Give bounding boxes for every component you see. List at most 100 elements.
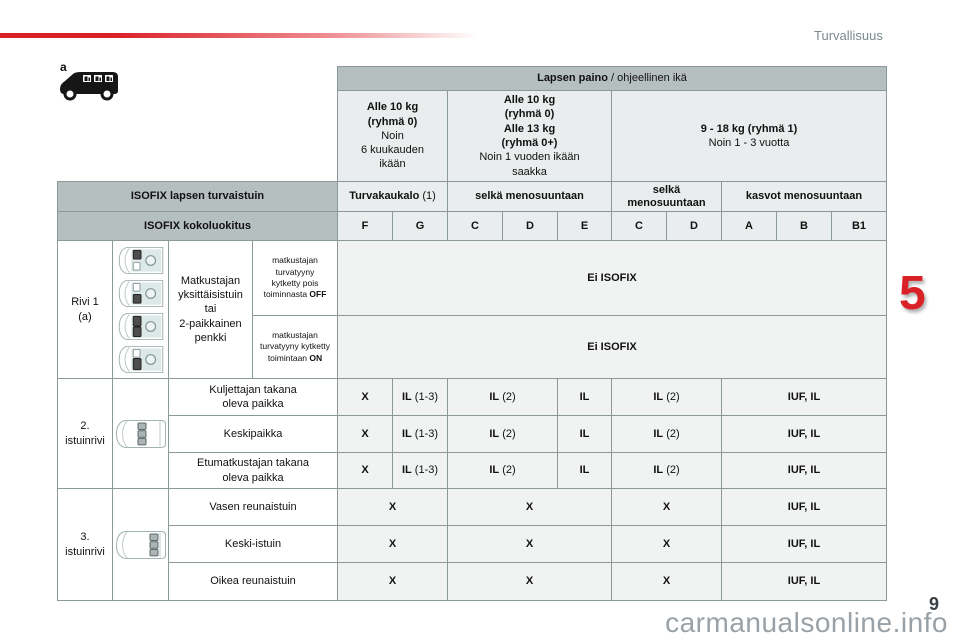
value-bold: X [388,575,397,588]
cab-config-icon-1 [118,246,163,274]
value-rest: (1-3) [411,390,439,403]
value: Turvakaukalo (1) [349,190,436,203]
row2-cell-r2c3: IL [557,452,612,489]
value: X [663,574,670,588]
weight-group-0: Alle 10 kg (ryhmä 0) Noin 6 kuukauden ikä… [337,90,448,182]
accent-rule [0,33,478,38]
watermark: carmanualsonline.info [665,607,948,638]
row2-cell-r1c1: IL (1-3) [392,415,448,453]
value: X [526,500,533,514]
weight-text: 9 - 18 kg (ryhmä 1) Noin 1 - 3 vuotta [701,122,798,151]
value-rest: (1-3) [411,427,439,440]
value-bold: X [388,500,397,513]
row2-cell-r2c0: X [337,452,393,489]
figure-label: a [60,60,67,74]
value: X [361,427,368,441]
value: IUF, IL [788,390,820,404]
row-header-isofix-seat: ISOFIX lapsen turvaistuin [57,181,338,212]
value-rest: Noin 6 kuukauden ikään [361,129,424,171]
value-rest: (2) [663,390,680,403]
value: X [526,537,533,551]
row3-cell-r1c0: X [337,525,448,563]
row3-cell-r1c3: IUF, IL [721,525,887,563]
value: IL (2) [653,390,679,404]
orientation-rear-facing-1: selkä menosuuntaan [447,181,612,212]
value: Lapsen paino / ohjeellinen ikä [537,71,687,85]
value-bold: ON [309,352,323,363]
row2-position-2: Etumatkustajan takana oleva paikka [168,452,338,489]
value-bold: X [361,464,369,477]
value: X [389,500,396,514]
row3-cell-r2c0: X [337,562,448,601]
value-rest: (2) [499,390,516,403]
row3-cell-r0c1: X [447,488,612,526]
value-bold: IL [489,390,500,403]
value-rest: (1) [419,190,436,203]
value-bold: X [662,537,671,550]
row3-cell-r0c3: IUF, IL [721,488,887,526]
row2-cell-r0c3: IL [557,378,612,416]
value: IUF, IL [788,574,820,588]
row2-cell-r1c4: IL (2) [611,415,722,453]
row2-cell-r1c3: IL [557,415,612,453]
value: IL (2) [653,427,679,441]
value-bold: IL [653,464,664,477]
size-class-B1: B1 [831,211,887,241]
value-bold: 9 - 18 kg (ryhmä 1) [700,122,798,135]
value-bold: X [388,537,397,550]
value: IL [580,390,590,404]
value-rest: Noin 1 vuoden ikään saakka [479,151,580,178]
orientation-rear-facing-2: selkä menosuuntaan [611,181,722,212]
value-bold: X [662,575,671,588]
value-rest: Noin 1 - 3 vuotta [708,137,790,149]
value-rest: matkustajan turvatyyny kytketty toiminta… [260,329,330,363]
value-bold: X [361,390,369,403]
row2-cell-r0c4: IL (2) [611,378,722,416]
size-class-D2: D [666,211,722,241]
value: X [663,500,670,514]
value-rest: (2) [663,464,680,477]
airbag-off-cell: matkustajan turvatyyny kytketty pois toi… [252,240,338,316]
value-rest: / ohjeellinen ikä [608,72,687,85]
row2-cell-r0c0: X [337,378,393,416]
value: IL (1-3) [402,427,438,441]
value: IL (2) [489,427,515,441]
row3-cell-r1c1: X [447,525,612,563]
value: X [526,574,533,588]
airbag-on-cell: matkustajan turvatyyny kytketty toiminta… [252,315,338,379]
row1-seat-config-icons [112,240,169,379]
row2-label: 2. istuinrivi [57,378,113,489]
size-class-D1: D [502,211,558,241]
value-bold: X [525,500,534,513]
row3-cell-r2c2: X [611,562,722,601]
row3-label: 3. istuinrivi [57,488,113,601]
value-bold: OFF [309,289,327,300]
size-class-C1: C [447,211,503,241]
row2-vehicle-icon-cell [112,378,169,489]
value: matkustajan turvatyyny kytketty pois toi… [264,255,327,301]
value-bold: IL [579,427,590,440]
value-bold: IUF, IL [787,575,821,588]
row-header-isofix-class: ISOFIX kokoluokitus [57,211,338,241]
row2-position-1: Keskipaikka [168,415,338,453]
value-bold: IUF, IL [787,537,821,550]
value: IUF, IL [788,463,820,477]
value-rest: (2) [663,427,680,440]
row3-cell-r2c1: X [447,562,612,601]
value-bold: IL [653,427,664,440]
row3-vehicle-icon-cell [112,488,169,601]
value-bold: IUF, IL [787,500,821,513]
vehicle-top-mid-bench-icon [115,419,166,448]
row2-cell-r2c4: IL (2) [611,452,722,489]
value-bold: IL [579,464,590,477]
value: IL [580,463,590,477]
value-rest: matkustajan turvatyyny kytketty pois toi… [263,255,319,300]
vehicle-top-rear-bench-icon [115,530,166,559]
value-bold: Turvakaukalo [349,190,420,203]
value: matkustajan turvatyyny kytketty toiminta… [260,330,330,364]
size-class-A: A [721,211,777,241]
row2-cell-r1c5: IUF, IL [721,415,887,453]
chapter-number: 5 [899,267,926,320]
row2-cell-r1c0: X [337,415,393,453]
